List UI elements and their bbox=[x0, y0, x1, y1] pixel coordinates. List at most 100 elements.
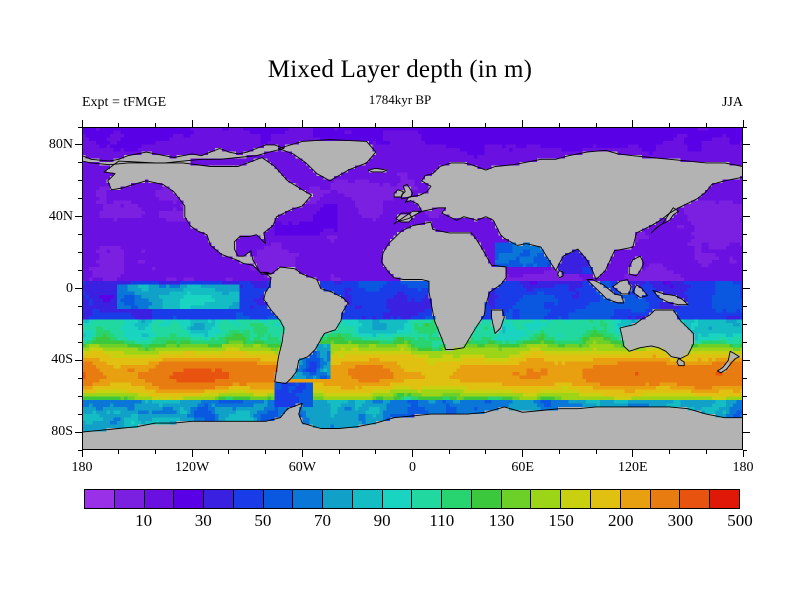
x-axis-label: 0 bbox=[409, 460, 416, 475]
x-axis-tick bbox=[375, 450, 377, 454]
y-axis-tick bbox=[743, 323, 747, 325]
x-axis-tick bbox=[228, 450, 230, 454]
x-axis-tick bbox=[558, 123, 560, 127]
y-axis-tick bbox=[743, 144, 750, 146]
colorbar-tick-label: 130 bbox=[488, 511, 515, 530]
colorbar-tick-label: 200 bbox=[607, 511, 634, 530]
x-axis-tick bbox=[412, 120, 413, 127]
colorbar: 10 30 50 70 90 110 130 150 200 300 500 bbox=[84, 489, 753, 530]
x-axis-tick bbox=[338, 123, 340, 127]
colorbar-cell bbox=[650, 490, 681, 508]
x-axis-tick bbox=[669, 450, 671, 454]
y-axis-tick bbox=[75, 288, 82, 289]
x-axis-tick bbox=[742, 120, 744, 127]
y-axis-label: 80S bbox=[51, 424, 73, 440]
x-axis-tick bbox=[448, 123, 450, 127]
colorbar-cell bbox=[471, 490, 502, 508]
x-axis-tick bbox=[191, 450, 193, 457]
x-axis-tick bbox=[595, 123, 597, 127]
x-axis-tick bbox=[265, 123, 267, 127]
y-axis-tick bbox=[75, 431, 82, 433]
colorbar-tick-label: 30 bbox=[194, 511, 212, 530]
colorbar-strip bbox=[84, 489, 740, 509]
y-axis-tick bbox=[75, 144, 82, 146]
mixed-layer-depth-map bbox=[82, 127, 743, 450]
colorbar-tick-label: 50 bbox=[254, 511, 272, 530]
figure-subtitle: 1784kyr BP bbox=[368, 92, 432, 107]
colorbar-cell bbox=[442, 490, 472, 508]
colorbar-tick-label: 90 bbox=[373, 511, 391, 530]
x-axis-tick bbox=[632, 450, 634, 457]
x-axis-tick bbox=[375, 123, 377, 127]
x-axis-tick bbox=[154, 450, 156, 454]
y-axis-label: 80N bbox=[48, 136, 73, 152]
colorbar-cell bbox=[293, 490, 324, 508]
colorbar-cell bbox=[382, 490, 413, 508]
colorbar-cell bbox=[710, 490, 739, 508]
x-axis-tick bbox=[522, 450, 524, 457]
x-axis-tick bbox=[301, 120, 303, 127]
x-axis-tick bbox=[228, 123, 230, 127]
y-axis-tick bbox=[743, 377, 747, 379]
x-axis-tick bbox=[522, 120, 524, 127]
colorbar-cell bbox=[144, 490, 175, 508]
y-axis-tick bbox=[78, 252, 82, 254]
y-axis-tick bbox=[743, 305, 747, 307]
colorbar-tick-label: 300 bbox=[667, 511, 694, 530]
y-axis-label: 0 bbox=[66, 280, 73, 296]
y-axis-tick bbox=[78, 395, 82, 397]
x-axis-tick bbox=[485, 123, 487, 127]
colorbar-cell bbox=[531, 490, 562, 508]
colorbar-cell bbox=[204, 490, 234, 508]
y-axis-tick bbox=[743, 216, 750, 218]
y-axis-tick bbox=[743, 180, 747, 182]
y-axis-tick bbox=[78, 126, 82, 128]
y-axis-tick bbox=[743, 252, 747, 254]
y-axis-label: 40S bbox=[51, 352, 73, 368]
x-axis-tick bbox=[154, 123, 156, 127]
y-axis-tick bbox=[78, 305, 82, 307]
x-axis-tick bbox=[191, 120, 193, 127]
y-axis-tick bbox=[743, 413, 747, 415]
x-axis-tick bbox=[301, 450, 303, 457]
figure-title: Mixed Layer depth (in m) bbox=[267, 56, 533, 83]
x-axis-label: 120E bbox=[618, 460, 648, 475]
colorbar-tick-label: 150 bbox=[548, 511, 574, 530]
x-axis-tick bbox=[412, 450, 413, 457]
y-axis-tick bbox=[75, 359, 82, 361]
y-axis-tick bbox=[743, 126, 747, 128]
x-axis-tick bbox=[632, 120, 634, 127]
colorbar-cell bbox=[680, 490, 711, 508]
y-axis-tick bbox=[78, 341, 82, 343]
x-axis-tick bbox=[118, 123, 120, 127]
map-plot-area bbox=[75, 120, 750, 457]
y-axis-tick bbox=[743, 359, 750, 361]
y-axis-tick bbox=[743, 270, 747, 272]
colorbar-cell bbox=[114, 490, 145, 508]
y-axis-tick bbox=[78, 449, 82, 451]
x-axis-tick bbox=[742, 450, 744, 457]
experiment-label: Expt = tFMGE bbox=[82, 95, 167, 110]
x-axis-tick bbox=[338, 450, 340, 454]
colorbar-cell bbox=[412, 490, 443, 508]
y-axis-tick bbox=[78, 234, 82, 236]
colorbar-cell bbox=[501, 490, 532, 508]
y-axis-tick bbox=[743, 162, 747, 164]
y-axis-label: 40N bbox=[48, 208, 73, 224]
y-axis-tick bbox=[743, 288, 750, 289]
x-axis-label: 60W bbox=[288, 460, 316, 475]
colorbar-cell bbox=[591, 490, 621, 508]
y-axis-tick bbox=[78, 270, 82, 272]
colorbar-cell bbox=[323, 490, 353, 508]
x-axis-tick bbox=[595, 450, 597, 454]
colorbar-cell bbox=[263, 490, 294, 508]
y-axis-tick bbox=[78, 162, 82, 164]
colorbar-cell bbox=[620, 490, 651, 508]
x-axis-label: 180 bbox=[732, 460, 754, 475]
y-axis-tick bbox=[78, 323, 82, 325]
y-axis-tick bbox=[78, 180, 82, 182]
y-axis-tick bbox=[743, 198, 747, 200]
x-axis-tick bbox=[669, 123, 671, 127]
coastlines bbox=[82, 139, 743, 450]
